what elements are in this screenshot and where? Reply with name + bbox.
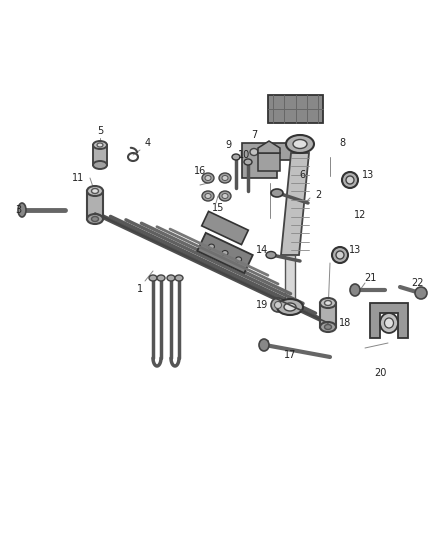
Polygon shape [320,303,336,327]
Text: 2: 2 [315,190,321,200]
Ellipse shape [93,161,107,169]
Ellipse shape [222,193,228,198]
Ellipse shape [205,175,211,181]
Text: 9: 9 [225,140,231,150]
Text: 8: 8 [339,138,345,148]
Text: 10: 10 [238,150,250,160]
Ellipse shape [18,203,26,217]
Ellipse shape [250,149,258,156]
Ellipse shape [87,214,103,224]
Text: 18: 18 [339,318,351,328]
Text: 7: 7 [251,130,257,140]
Text: 12: 12 [354,210,366,220]
Polygon shape [281,153,309,255]
Ellipse shape [236,257,242,262]
Text: 5: 5 [97,126,103,136]
Ellipse shape [342,172,358,188]
Polygon shape [93,145,107,165]
Text: 20: 20 [374,368,386,378]
Ellipse shape [271,298,285,312]
Polygon shape [87,191,103,219]
Text: 13: 13 [349,245,361,255]
Ellipse shape [325,301,332,305]
Ellipse shape [271,189,283,197]
Text: 19: 19 [256,300,268,310]
Text: 14: 14 [256,245,268,255]
Ellipse shape [350,284,360,296]
Text: 22: 22 [412,278,424,288]
Ellipse shape [87,186,103,196]
Ellipse shape [219,173,231,183]
Ellipse shape [232,154,240,160]
Text: 3: 3 [15,205,21,215]
Text: 15: 15 [212,203,224,213]
Ellipse shape [157,275,165,281]
Ellipse shape [325,325,332,329]
Ellipse shape [346,176,354,184]
Ellipse shape [202,173,214,183]
Ellipse shape [219,191,231,201]
Ellipse shape [149,275,157,281]
Bar [197,233,253,273]
Ellipse shape [385,318,393,328]
Ellipse shape [222,251,228,255]
Text: 6: 6 [299,170,305,180]
Ellipse shape [167,275,175,281]
Polygon shape [370,303,408,338]
Ellipse shape [266,252,276,259]
Polygon shape [242,143,294,178]
Bar [268,95,323,123]
Text: 11: 11 [72,173,84,183]
Polygon shape [258,141,280,153]
Ellipse shape [208,244,215,249]
Text: 13: 13 [362,170,374,180]
Text: 16: 16 [194,166,206,176]
Text: 1: 1 [137,284,143,294]
Bar [201,212,248,245]
Ellipse shape [320,298,336,308]
Bar [258,153,280,171]
Ellipse shape [275,302,282,309]
Ellipse shape [175,275,183,281]
Ellipse shape [205,193,211,198]
Ellipse shape [92,189,99,193]
Ellipse shape [97,143,103,147]
Ellipse shape [415,287,427,299]
Ellipse shape [259,339,269,351]
Ellipse shape [286,135,314,153]
Ellipse shape [380,313,398,333]
Ellipse shape [277,299,303,315]
Polygon shape [285,255,295,300]
Text: 4: 4 [145,138,151,148]
Ellipse shape [320,322,336,332]
Ellipse shape [332,247,348,263]
Ellipse shape [222,175,228,181]
Ellipse shape [293,140,307,149]
Ellipse shape [92,216,99,222]
Ellipse shape [93,141,107,149]
Ellipse shape [202,191,214,201]
Ellipse shape [244,159,252,165]
Text: 17: 17 [284,350,296,360]
Text: 21: 21 [364,273,376,283]
Ellipse shape [284,303,296,311]
Ellipse shape [336,251,344,259]
